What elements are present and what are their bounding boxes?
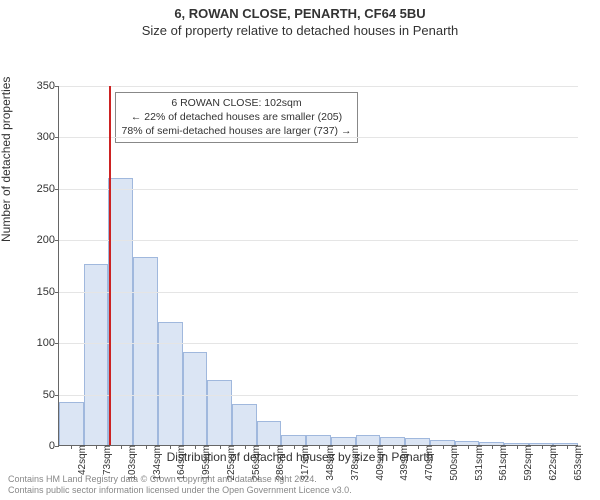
x-tick-mark xyxy=(344,445,345,449)
histogram-bar xyxy=(281,435,306,445)
y-tick-label: 300 xyxy=(37,131,59,143)
histogram-bar xyxy=(207,380,232,445)
annotation-line-2: ← 22% of detached houses are smaller (20… xyxy=(122,110,352,124)
page-title: 6, ROWAN CLOSE, PENARTH, CF64 5BU xyxy=(0,0,600,21)
x-tick-mark xyxy=(71,445,72,449)
footer-line-1: Contains HM Land Registry data © Crown c… xyxy=(8,474,352,485)
histogram-bar xyxy=(183,352,208,445)
x-tick-mark xyxy=(294,445,295,449)
x-tick-mark xyxy=(195,445,196,449)
y-tick-label: 350 xyxy=(37,80,59,92)
histogram-bar xyxy=(380,437,405,445)
grid-line xyxy=(59,189,578,190)
x-tick-mark xyxy=(492,445,493,449)
x-axis-label: Distribution of detached houses by size … xyxy=(0,450,600,464)
x-tick-mark xyxy=(319,445,320,449)
x-tick-mark xyxy=(269,445,270,449)
x-tick-mark xyxy=(468,445,469,449)
histogram-bar xyxy=(306,435,331,445)
plot-area: 6 ROWAN CLOSE: 102sqm ← 22% of detached … xyxy=(58,86,578,446)
x-tick-mark xyxy=(96,445,97,449)
x-tick-mark xyxy=(567,445,568,449)
grid-line xyxy=(59,292,578,293)
footer-line-2: Contains public sector information licen… xyxy=(8,485,352,496)
y-tick-label: 50 xyxy=(43,389,59,401)
x-tick-mark xyxy=(542,445,543,449)
x-tick-mark xyxy=(245,445,246,449)
x-tick-mark xyxy=(146,445,147,449)
y-tick-label: 250 xyxy=(37,183,59,195)
x-tick-mark xyxy=(121,445,122,449)
x-tick-mark xyxy=(517,445,518,449)
footer-credits: Contains HM Land Registry data © Crown c… xyxy=(8,474,352,497)
histogram-bar xyxy=(158,322,183,445)
y-axis-label: Number of detached properties xyxy=(0,77,13,242)
grid-line xyxy=(59,86,578,87)
x-tick-mark xyxy=(170,445,171,449)
histogram-bar xyxy=(59,402,84,445)
annotation-line-3: 78% of semi-detached houses are larger (… xyxy=(122,124,352,138)
x-tick-mark xyxy=(393,445,394,449)
annotation-line-1: 6 ROWAN CLOSE: 102sqm xyxy=(122,96,352,110)
histogram-bar xyxy=(356,435,381,445)
annotation-box: 6 ROWAN CLOSE: 102sqm ← 22% of detached … xyxy=(115,92,359,143)
x-tick-mark xyxy=(443,445,444,449)
histogram-bar xyxy=(405,438,430,445)
grid-line xyxy=(59,343,578,344)
histogram-bar xyxy=(108,178,133,445)
page-subtitle: Size of property relative to detached ho… xyxy=(0,21,600,42)
histogram-bar xyxy=(331,437,356,445)
histogram-bar xyxy=(232,404,257,445)
subject-marker-line xyxy=(109,86,111,445)
y-tick-label: 100 xyxy=(37,337,59,349)
histogram-bar xyxy=(257,421,282,445)
x-tick-mark xyxy=(220,445,221,449)
y-tick-label: 200 xyxy=(37,234,59,246)
y-tick-label: 150 xyxy=(37,286,59,298)
grid-line xyxy=(59,395,578,396)
grid-line xyxy=(59,240,578,241)
x-tick-mark xyxy=(369,445,370,449)
histogram-bar xyxy=(133,257,158,445)
grid-line xyxy=(59,137,578,138)
x-tick-mark xyxy=(418,445,419,449)
